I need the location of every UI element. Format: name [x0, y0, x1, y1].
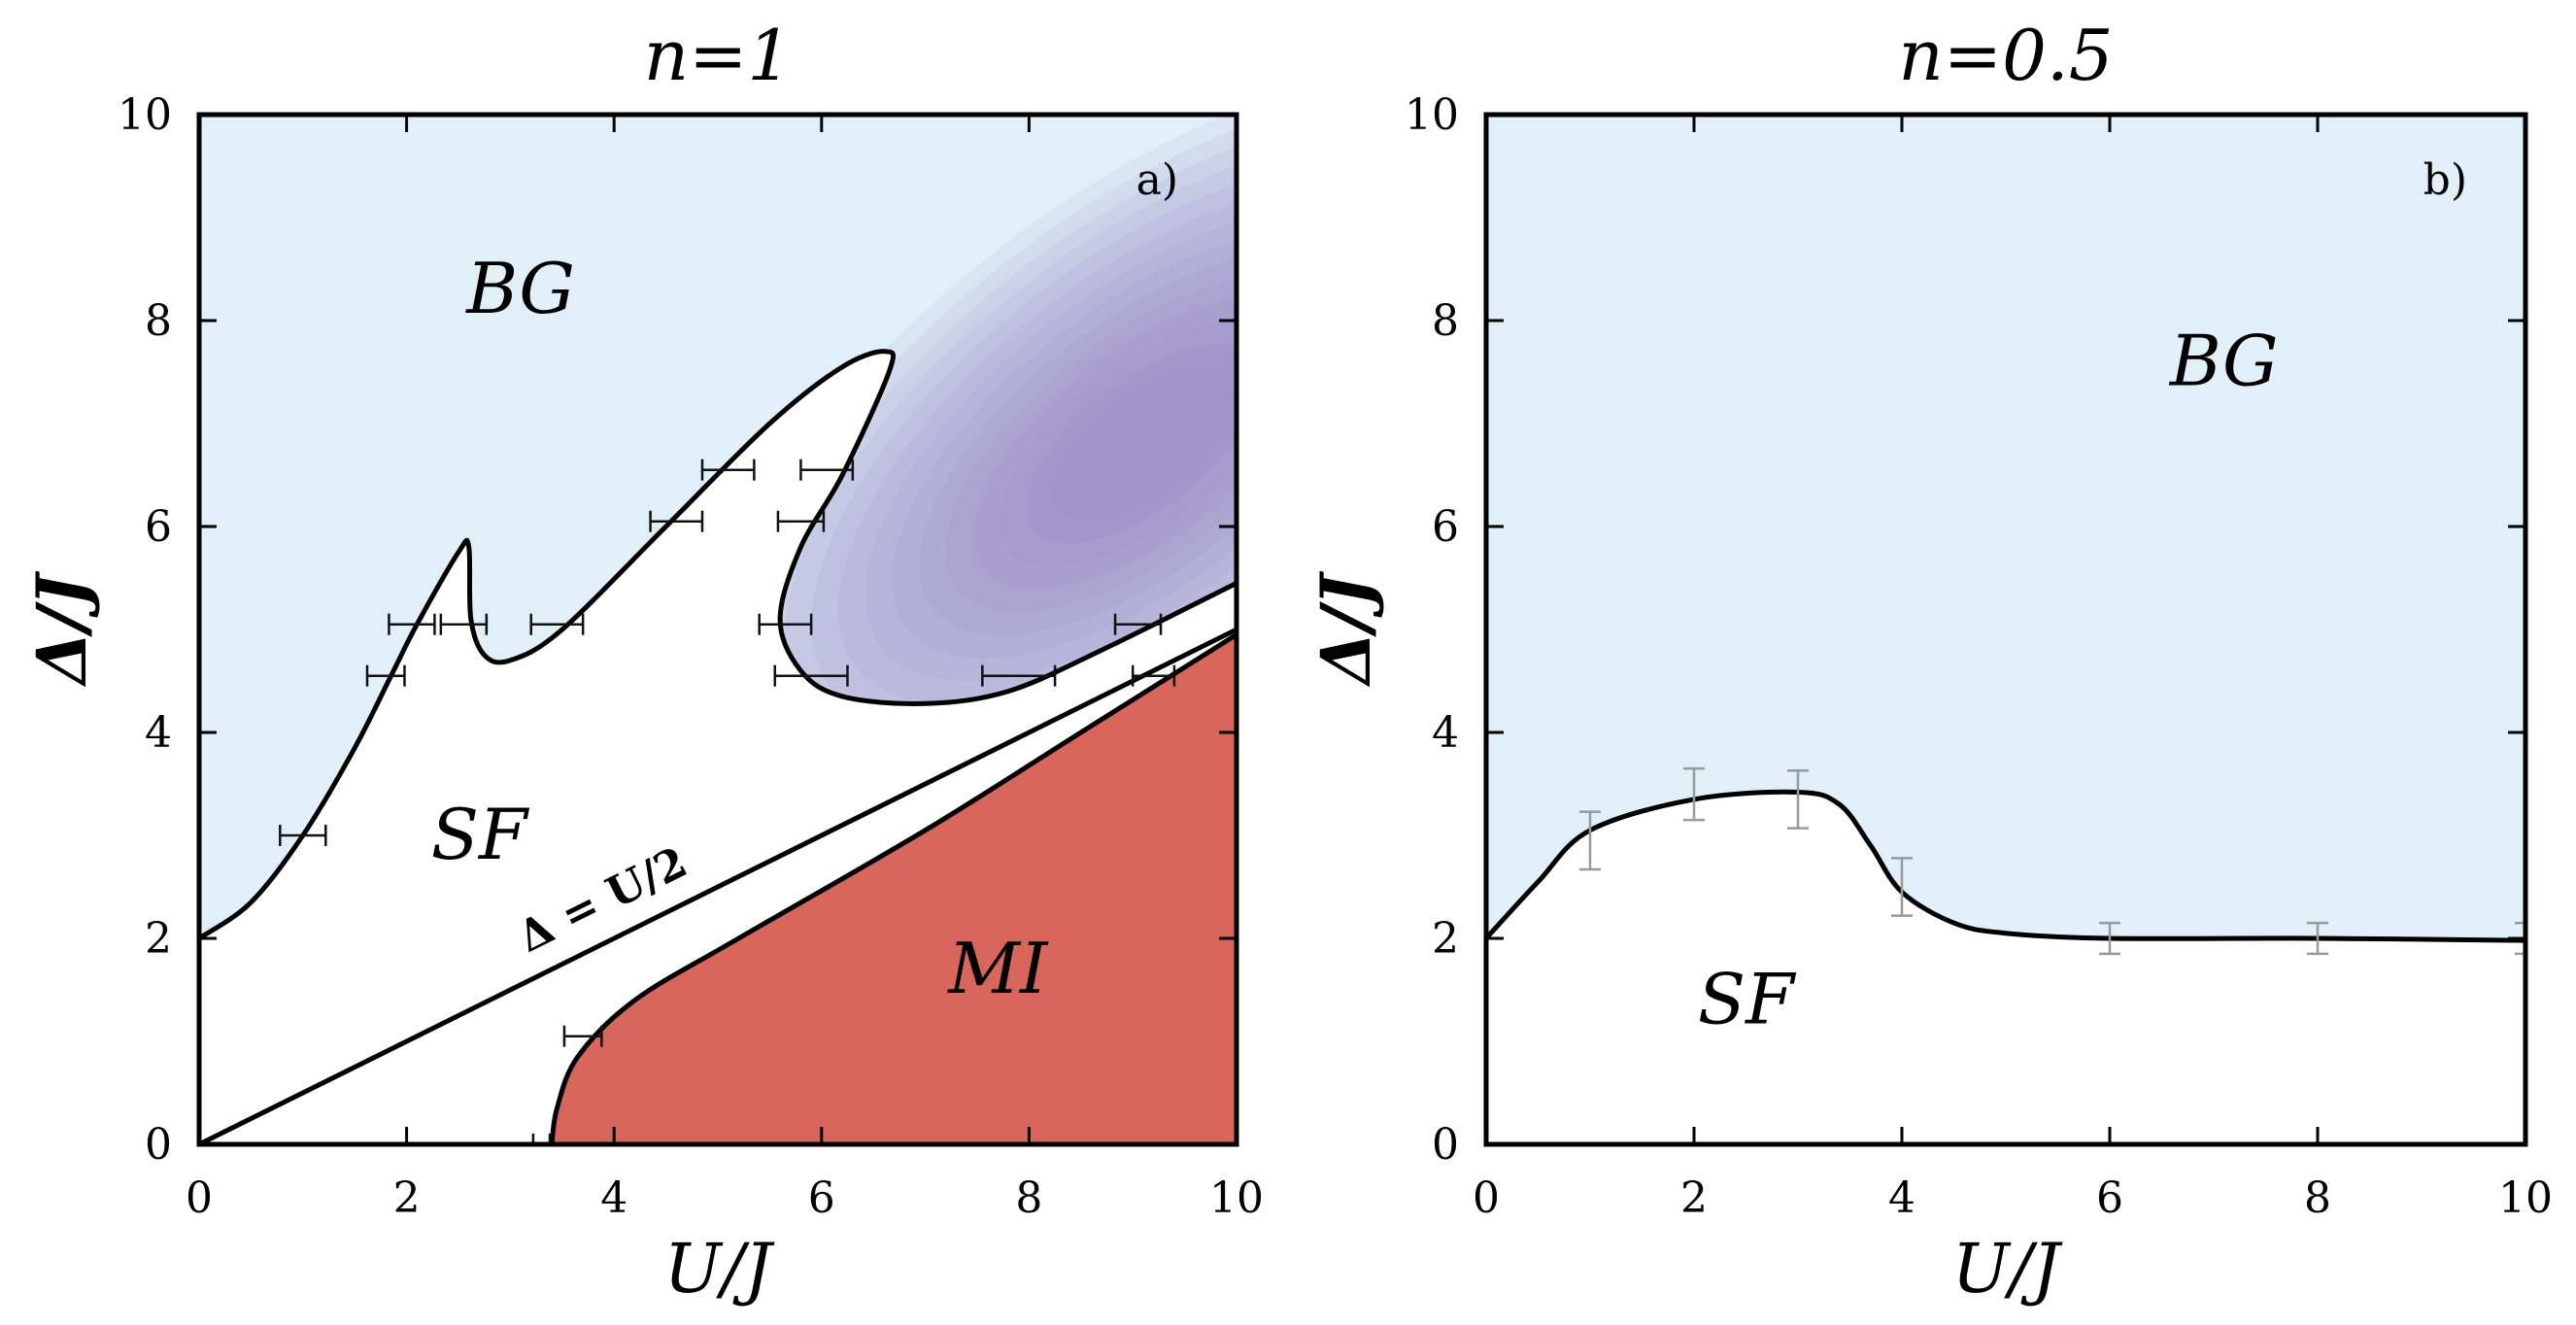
error-bars [279, 459, 1176, 1144]
y-tick-label: 10 [118, 90, 172, 140]
glass-shading-layer [730, 115, 1237, 797]
y-tick-label: 10 [1405, 90, 1459, 140]
glass-shading-layer [1027, 345, 1237, 544]
y-tick-label: 6 [1432, 502, 1459, 552]
y-tick-label: 6 [145, 502, 172, 552]
glass-shading-layer [919, 253, 1237, 636]
y-tick-label: 4 [145, 708, 172, 758]
x-tick-label: 10 [2498, 1173, 2553, 1223]
x-tick-label: 8 [1015, 1173, 1042, 1223]
y-tick-label: 8 [145, 296, 172, 346]
y-axis-label: Δ/J [21, 571, 102, 688]
error-bar [279, 825, 327, 846]
error-bar [799, 459, 855, 481]
x-tick-label: 0 [186, 1173, 213, 1223]
region-labels: BG SF [1698, 320, 2279, 1039]
region-label: BG [2168, 320, 2279, 401]
y-tick-label: 4 [1432, 708, 1459, 758]
error-bar [365, 664, 406, 687]
error-bar [649, 510, 704, 532]
error-bar [2515, 921, 2525, 956]
x-axis-label: U/J [664, 1229, 776, 1308]
mi-region [552, 634, 1237, 1144]
glass-shading-layer [784, 137, 1237, 751]
sf-region [1486, 792, 2525, 1144]
error-bar [1891, 857, 1913, 917]
error-bar [700, 459, 756, 481]
x-tick-label: 10 [1209, 1173, 1264, 1223]
glass-shading-layer [703, 115, 1237, 820]
error-bar [529, 613, 585, 635]
error-bar [439, 613, 489, 635]
x-tick-label: 8 [2304, 1173, 2331, 1223]
x-tick-label: 6 [808, 1173, 835, 1223]
error-bar [2099, 921, 2120, 956]
sf-mi-boundary-line [549, 632, 1237, 1144]
error-bar [1683, 766, 1705, 822]
error-bar [1131, 664, 1176, 687]
error-bar [531, 1134, 552, 1144]
sf-bg-boundary-line [1486, 789, 2525, 943]
y-tick-label: 0 [145, 1120, 172, 1170]
glass-shading-layer [864, 206, 1237, 682]
x-tick-label: 6 [2096, 1173, 2123, 1223]
x-tick-label: 4 [600, 1173, 627, 1223]
y-tick-label: 8 [1432, 296, 1459, 346]
glass-shading-layer [838, 184, 1237, 705]
x-tick-label: 2 [1680, 1173, 1708, 1223]
region-labels: BG SF MI [431, 248, 1049, 1009]
x-axis-label: U/J [1952, 1229, 2064, 1308]
glass-shading-layer [1053, 367, 1233, 521]
x-tick-label: 2 [393, 1173, 421, 1223]
panel-label: a) [1136, 155, 1178, 205]
axes-frame [1483, 112, 2528, 1147]
error-bar [1579, 810, 1601, 871]
axes-frame [196, 112, 1239, 1147]
glass-shading-layer [757, 115, 1237, 774]
glass-shading-layer [945, 276, 1237, 613]
y-tick-label: 2 [145, 914, 172, 964]
region-label: SF [431, 794, 530, 875]
error-bar [388, 613, 436, 635]
error-bar [1113, 613, 1163, 635]
y-tick-label: 2 [1432, 914, 1459, 964]
glass-shading-layer [972, 298, 1237, 590]
error-bar [981, 664, 1057, 687]
glass-shading-layer [1000, 322, 1237, 566]
panel-label: b) [2423, 155, 2467, 205]
error-bar [776, 510, 826, 532]
panel-b: 0 2 4 6 8 10 0 2 4 6 8 10 n=0.5 U/J Δ/J b) BG SF [1305, 15, 2553, 1308]
error-bar [758, 613, 813, 635]
x-tick-label: 0 [1473, 1173, 1500, 1223]
region-label: BG [464, 248, 575, 329]
delta-u-half-line [199, 627, 1237, 1144]
glass-shading-layer [892, 229, 1237, 659]
error-bar [562, 1025, 603, 1047]
ticks: 0 2 4 6 8 10 0 2 4 6 8 10 [118, 90, 1264, 1223]
error-bar [1787, 768, 1809, 830]
ticks: 0 2 4 6 8 10 0 2 4 6 8 10 [1405, 90, 2553, 1223]
region-label: SF [1698, 959, 1797, 1040]
error-bars [1579, 766, 2525, 956]
panel-title: n=1 [644, 15, 793, 96]
y-axis-label: Δ/J [1305, 571, 1386, 688]
glass-shading-layer [811, 160, 1237, 728]
error-bar [2307, 921, 2328, 956]
panel-title: n=0.5 [1898, 15, 2113, 96]
region-label: MI [946, 928, 1049, 1009]
y-tick-label: 0 [1432, 1120, 1459, 1170]
error-bar [773, 664, 849, 687]
x-tick-label: 4 [1888, 1173, 1915, 1223]
